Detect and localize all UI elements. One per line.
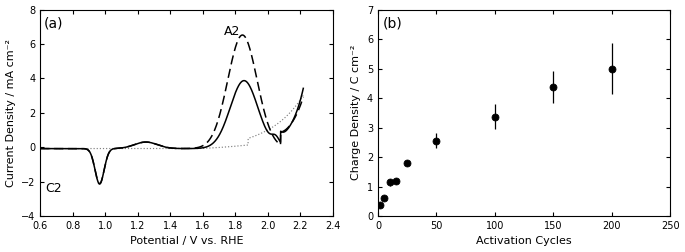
Y-axis label: Current Density / mA cm⁻²: Current Density / mA cm⁻²	[5, 39, 16, 187]
Text: A2: A2	[224, 25, 240, 38]
X-axis label: Activation Cycles: Activation Cycles	[476, 236, 572, 246]
Text: C2: C2	[45, 182, 62, 195]
Y-axis label: Charge Density / C cm⁻²: Charge Density / C cm⁻²	[351, 45, 361, 180]
X-axis label: Potential / V vs. RHE: Potential / V vs. RHE	[129, 236, 243, 246]
Text: (a): (a)	[44, 16, 63, 30]
Text: (b): (b)	[383, 17, 402, 31]
